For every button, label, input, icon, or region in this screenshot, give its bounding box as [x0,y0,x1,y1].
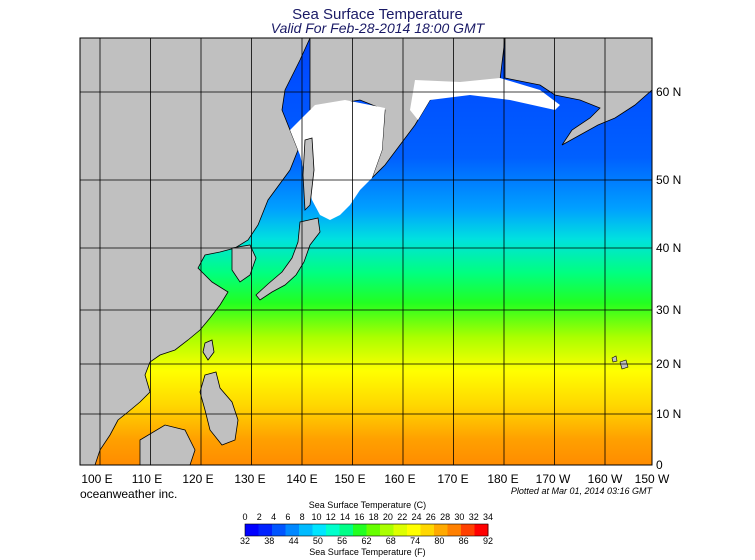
celsius-tick-label: 6 [285,512,291,522]
hawaii-islands [611,355,629,370]
celsius-tick-label: 0 [242,512,248,522]
colorbar-swatch [393,524,408,536]
colorbar-swatch [474,524,489,536]
colorbar-swatch [380,524,394,536]
colorbar-swatch [339,524,354,536]
celsius-tick-label: 16 [354,512,365,522]
chart-subtitle: Valid For Feb-28-2014 18:00 GMT [270,20,485,36]
longitude-label: 140 E [286,472,318,486]
graticule [80,38,652,465]
fahrenheit-tick-label: 56 [337,536,348,546]
taiwan-island [202,339,215,361]
fahrenheit-tick-label: 92 [482,536,494,546]
fahrenheit-tick-label: 32 [239,536,251,546]
celsius-tick-label: 8 [299,512,305,522]
colorbar-swatch [285,524,300,536]
latitude-label: 40 N [656,241,682,255]
colorbar-fahrenheit-label: Sea Surface Temperature (F) [309,547,426,557]
colorbar-swatch [407,524,421,536]
colorbar-swatch [312,524,327,536]
colorbar-swatch [299,524,313,536]
celsius-tick-label: 30 [454,512,465,522]
plotted-timestamp: Plotted at Mar 01, 2014 03:16 GMT [510,486,652,496]
latitude-label: 0 [656,458,663,472]
celsius-tick-label: 14 [340,512,351,522]
latitude-label: 10 N [656,407,682,421]
philippines-islands [199,371,239,446]
celsius-tick-label: 12 [325,512,336,522]
longitude-label: 160 E [384,472,416,486]
celsius-tick-label: 4 [271,512,277,522]
colorbar-swatch [272,524,286,536]
colorbar-swatch [434,524,448,536]
celsius-tick-label: 22 [397,512,408,522]
map-frame [79,37,653,466]
celsius-tick-label: 10 [311,512,322,522]
colorbar-swatch [258,524,273,536]
chart-title: Sea Surface Temperature [292,6,463,23]
japan-islands [255,217,321,301]
longitude-label: 150 E [334,472,366,486]
longitude-label: 130 E [234,472,266,486]
colorbar-swatch [353,524,367,536]
longitude-label: 160 W [587,472,623,486]
colorbar-swatch [326,524,340,536]
korea-peninsula [231,244,257,283]
longitude-label: 150 W [634,472,670,486]
celsius-tick-label: 24 [411,512,422,522]
longitude-label: 170 E [437,472,469,486]
latitude-label: 50 N [656,173,682,187]
celsius-tick-label: 34 [482,512,494,522]
colorbar-swatch [366,524,381,536]
fahrenheit-tick-label: 68 [385,536,396,546]
colorbar-celsius-label: Sea Surface Temperature (C) [308,500,427,510]
celsius-tick-label: 26 [425,512,436,522]
celsius-tick-label: 2 [256,512,262,522]
celsius-tick-label: 32 [468,512,479,522]
fahrenheit-tick-label: 50 [312,536,323,546]
latitude-label: 30 N [656,303,682,317]
sakhalin-island [302,137,315,211]
fahrenheit-tick-label: 80 [434,536,445,546]
fahrenheit-tick-label: 74 [410,536,421,546]
colorbar-swatch [447,524,462,536]
fahrenheit-tick-label: 44 [288,536,299,546]
brand-text: oceanweather inc. [80,487,178,501]
colorbar-swatch [461,524,475,536]
fahrenheit-tick-label: 62 [361,536,372,546]
latitude-label: 60 N [656,85,682,99]
sea-ice-okhotsk [290,100,385,220]
longitude-label: 180 E [487,472,519,486]
colorbar-swatch [420,524,435,536]
longitude-label: 170 W [535,472,571,486]
fahrenheit-tick-label: 86 [458,536,469,546]
longitude-label: 110 E [131,472,163,486]
alaska-landmass [504,37,653,146]
colorbar-swatch [245,524,259,536]
colorbar-outline [244,523,489,537]
longitude-label: 120 E [182,472,214,486]
celsius-tick-label: 18 [368,512,379,522]
fahrenheit-tick-label: 38 [264,536,275,546]
longitude-label: 100 E [81,472,113,486]
celsius-tick-label: 20 [382,512,393,522]
latitude-label: 20 N [656,357,682,371]
celsius-tick-label: 28 [440,512,451,522]
sea-ice-bering [410,78,560,120]
colorbar [244,523,489,537]
